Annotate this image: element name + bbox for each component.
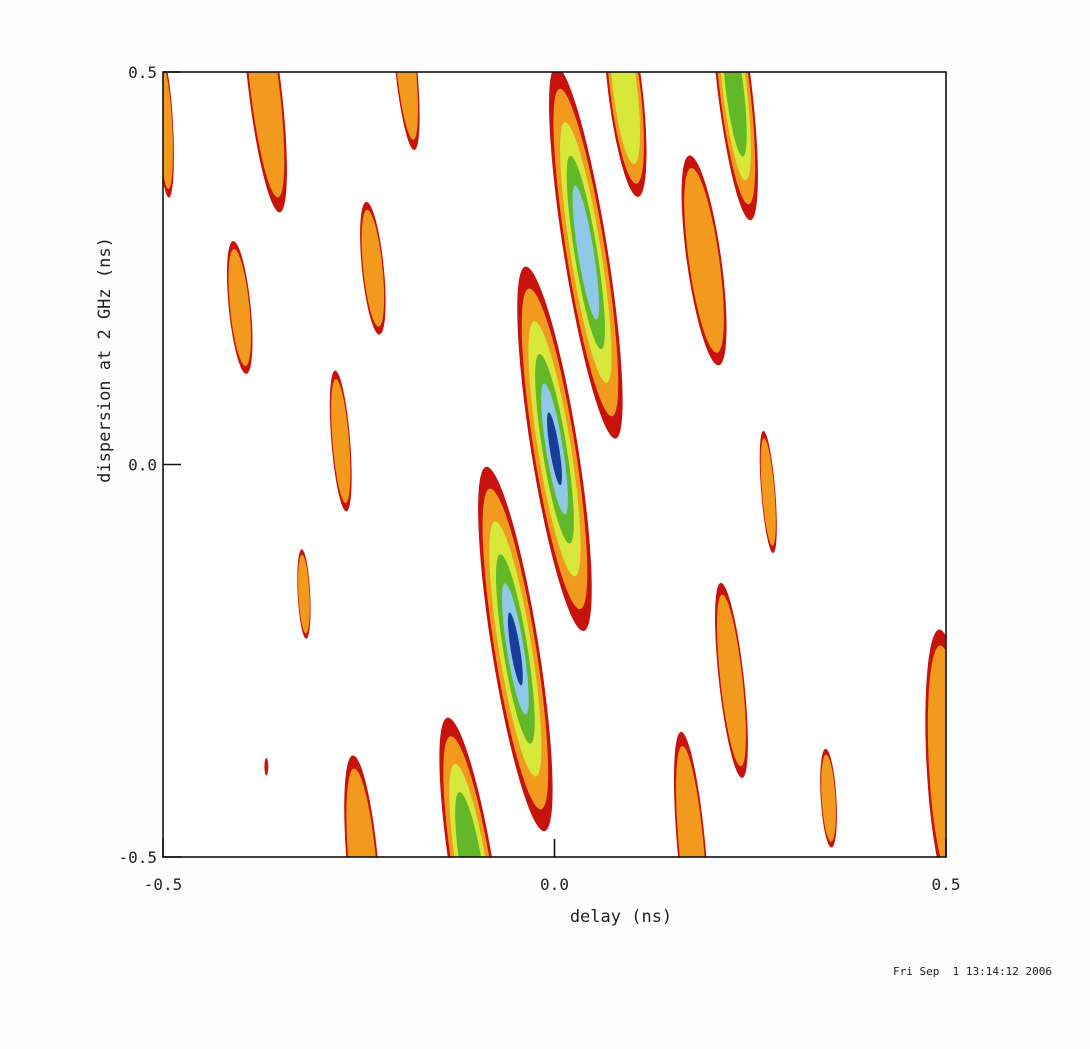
contour-level-2 [821,754,836,842]
contour-peak-14 [759,430,777,554]
y-tick-label-3: -0.5 [118,848,157,867]
contour-peak-20 [344,755,382,857]
contour-level-2 [228,249,251,366]
contour-peak-16 [715,582,748,778]
axis-ticks [162,71,947,858]
contour-level-6 [507,612,523,686]
contour-level-1 [264,758,269,776]
contour-regions [163,72,946,857]
contour-peak-8 [391,72,420,151]
x-tick-label-1: -0.5 [144,875,183,894]
contour-peak-17 [673,731,710,857]
contour-level-2 [298,554,310,634]
contour-level-4 [722,72,747,157]
contour-peak-10 [360,201,386,335]
contour-level-2 [927,645,946,857]
contour-level-2 [346,768,379,857]
y-tick-label-2: 0.0 [128,456,157,475]
contour-peak-7 [242,72,287,213]
contour-peak-5 [711,72,758,221]
x-tick-label-2: 0.0 [540,875,569,894]
contour-peak-13 [329,370,352,512]
contour-level-2 [676,745,707,857]
x-axis-label: delay (ns) [570,907,672,927]
contour-peak-2 [478,466,553,832]
contour-peak-1 [517,266,592,631]
contour-level-2 [163,72,173,190]
y-axis-label: dispersion at 2 GHz (ns) [95,237,115,483]
contour-level-2 [245,72,285,198]
contour-peak-18 [820,748,837,848]
contour-level-2 [684,168,724,353]
contour-peak-15 [297,549,311,639]
x-tick-label-3: 0.5 [932,875,961,894]
contour-peak-11 [681,155,727,366]
contour-level-2 [331,378,351,503]
contour-peak-12 [226,241,253,374]
contour-level-6 [547,412,562,486]
contour-level-2 [393,72,418,140]
contour-level-4 [455,792,490,857]
contour-level-2 [760,438,776,546]
contour-peak-9 [163,72,174,198]
contour-peak-6 [603,72,647,197]
axis-tick-labels: -0.5 0.0 0.5 0.5 0.0 -0.5 [118,63,960,894]
contour-peak-19 [925,629,946,857]
y-tick-label-1: 0.5 [128,63,157,82]
contour-peak-4 [439,717,506,857]
contour-level-2 [716,594,746,767]
contour-peak-3 [549,72,623,439]
contour-level-5 [572,185,600,320]
contour-level-3 [609,72,641,165]
contour-peak-21 [264,758,269,776]
timestamp: Fri Sep 1 13:14:12 2006 [893,965,1052,978]
contour-level-2 [361,209,385,327]
